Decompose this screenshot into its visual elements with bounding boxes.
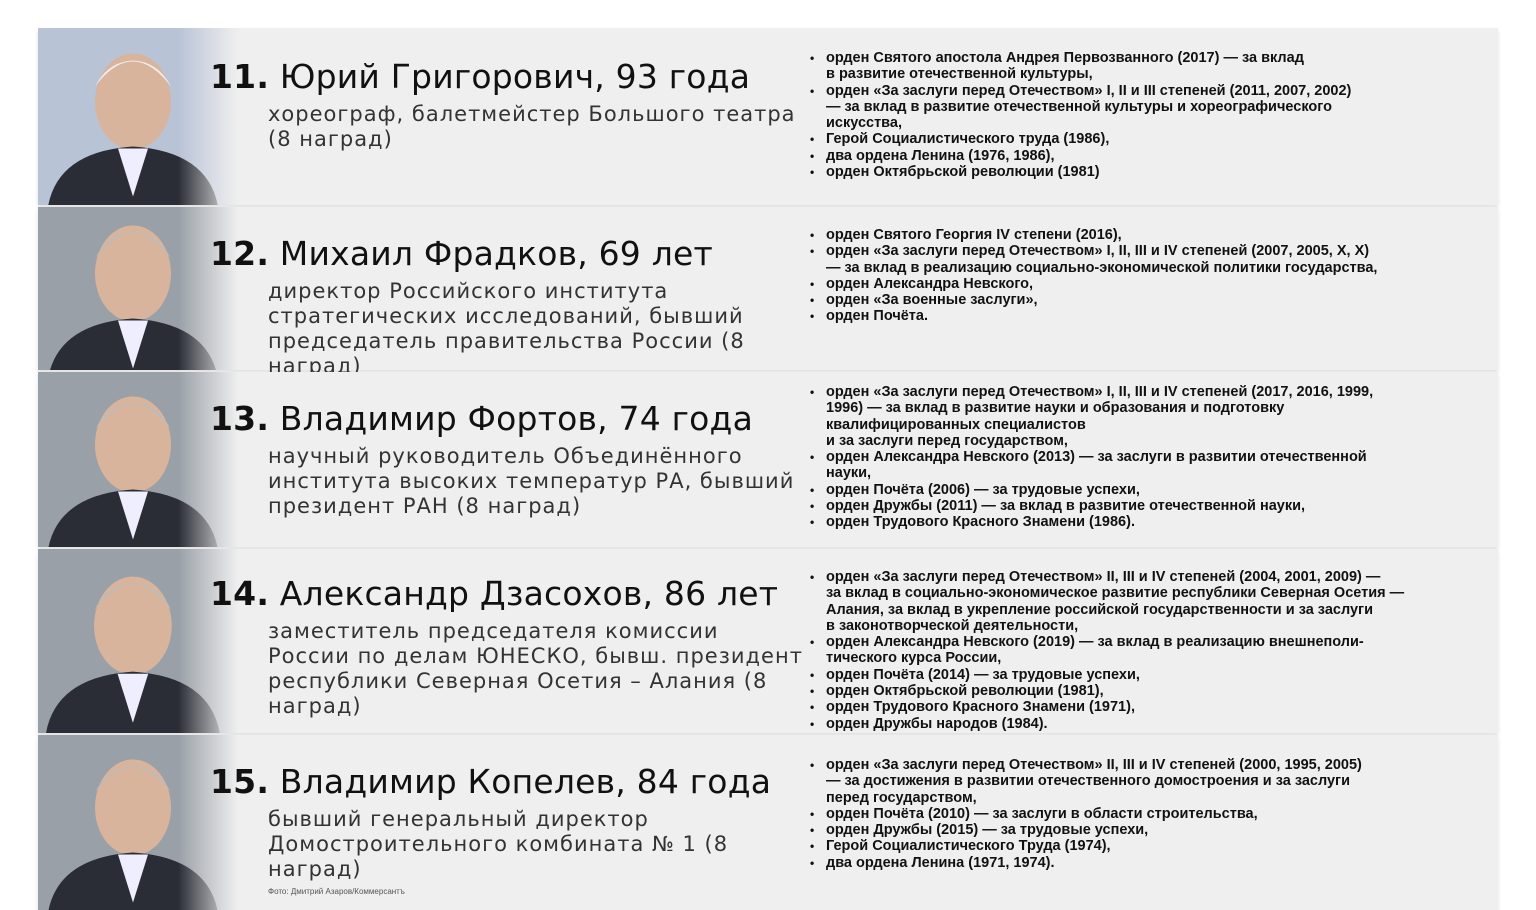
award-item: орден Александра Невского (2019) — за вк… bbox=[810, 634, 1500, 667]
award-item: орден Дружбы (2015) — за трудовые успехи… bbox=[810, 822, 1500, 839]
rank-number: 15. bbox=[210, 762, 270, 801]
award-item: орден Дружбы народов (1984). bbox=[810, 716, 1500, 733]
award-item: орден Александра Невского (2013) — за за… bbox=[810, 449, 1500, 482]
award-item: орден Трудового Красного Знамени (1971), bbox=[810, 699, 1500, 716]
awards-list: орден «За заслуги перед Отечеством» I, I… bbox=[810, 384, 1500, 531]
portrait-photo bbox=[38, 549, 238, 733]
award-item: орден Октябрьской революции (1981) bbox=[810, 164, 1500, 181]
portrait-photo bbox=[38, 207, 238, 370]
awards-list: орден Святого апостола Андрея Первозванн… bbox=[810, 50, 1500, 181]
portrait-photo bbox=[38, 372, 238, 547]
person-row: 11. Юрий Григорович, 93 года хореограф, … bbox=[38, 28, 1498, 205]
rank-number: 13. bbox=[210, 399, 270, 438]
person-row: 12. Михаил Фрадков, 69 лет директор Росс… bbox=[38, 207, 1500, 378]
person-title: 12. Михаил Фрадков, 69 лет bbox=[210, 235, 808, 273]
person-name: Юрий Григорович, 93 года bbox=[279, 57, 751, 96]
award-item: два ордена Ленина (1976, 1986), bbox=[810, 148, 1500, 165]
award-item: орден Октябрьской революции (1981), bbox=[810, 683, 1500, 700]
award-item: орден «За заслуги перед Отечеством» II, … bbox=[810, 757, 1500, 806]
person-description: хореограф, балетмейстер Большого театра … bbox=[268, 102, 796, 151]
award-item: орден Почёта (2006) — за трудовые успехи… bbox=[810, 482, 1500, 499]
person-title: 13. Владимир Фортов, 74 года bbox=[210, 400, 808, 438]
award-item: орден Почёта (2010) — за заслуги в облас… bbox=[810, 806, 1500, 823]
person-description: заместитель председателя комиссии России… bbox=[268, 619, 803, 718]
person-row: 15. Владимир Копелев, 84 года бывший ген… bbox=[38, 735, 1498, 910]
awards-list: орден Святого Георгия IV степени (2016),… bbox=[810, 227, 1500, 325]
person-description: научный руководитель Объединённого инсти… bbox=[268, 444, 795, 518]
award-item: орден Святого Георгия IV степени (2016), bbox=[810, 227, 1500, 244]
awards-list: орден «За заслуги перед Отечеством» II, … bbox=[810, 569, 1500, 732]
award-item: орден Трудового Красного Знамени (1986). bbox=[810, 514, 1500, 531]
award-item: орден Дружбы (2011) — за вклад в развити… bbox=[810, 498, 1500, 515]
award-item: орден «За заслуги перед Отечеством» I, I… bbox=[810, 83, 1500, 132]
rank-number: 11. bbox=[210, 57, 270, 96]
person-name: Михаил Фрадков, 69 лет bbox=[279, 234, 713, 273]
photo-credit: Фото: Дмитрий Азаров/Коммерсантъ bbox=[268, 887, 405, 896]
award-item: орден «За заслуги перед Отечеством» II, … bbox=[810, 569, 1500, 634]
person-name: Владимир Копелев, 84 года bbox=[279, 762, 772, 801]
person-description: бывший генеральный директор Домостроител… bbox=[268, 807, 729, 881]
award-item: орден «За заслуги перед Отечеством» I, I… bbox=[810, 384, 1500, 449]
person-title: 14. Александр Дзасохов, 86 лет bbox=[210, 575, 808, 613]
person-row: 14. Александр Дзасохов, 86 лет заместите… bbox=[38, 549, 1498, 733]
award-item: орден Почёта (2014) — за трудовые успехи… bbox=[810, 667, 1500, 684]
person-title: 15. Владимир Копелев, 84 года bbox=[210, 763, 808, 801]
award-item: орден Александра Невского, bbox=[810, 276, 1500, 293]
portrait-photo bbox=[38, 28, 238, 205]
award-item: орден Святого апостола Андрея Первозванн… bbox=[810, 50, 1500, 83]
portrait-photo bbox=[38, 735, 238, 910]
award-item: орден Почёта. bbox=[810, 308, 1500, 325]
awards-list: орден «За заслуги перед Отечеством» II, … bbox=[810, 757, 1500, 871]
person-title: 11. Юрий Григорович, 93 года bbox=[210, 58, 808, 96]
rank-number: 12. bbox=[210, 234, 270, 273]
rank-number: 14. bbox=[210, 574, 270, 613]
award-item: два ордена Ленина (1971, 1974). bbox=[810, 855, 1500, 872]
award-item: Герой Социалистического труда (1986), bbox=[810, 131, 1500, 148]
person-name: Александр Дзасохов, 86 лет bbox=[279, 574, 779, 613]
award-item: Герой Социалистического Труда (1974), bbox=[810, 838, 1500, 855]
person-description: директор Российского института стратегич… bbox=[268, 279, 745, 378]
person-row: 13. Владимир Фортов, 74 года научный рук… bbox=[38, 372, 1498, 547]
person-name: Владимир Фортов, 74 года bbox=[279, 399, 753, 438]
award-item: орден «За заслуги перед Отечеством» I, I… bbox=[810, 243, 1500, 276]
award-item: орден «За военные заслуги», bbox=[810, 292, 1500, 309]
